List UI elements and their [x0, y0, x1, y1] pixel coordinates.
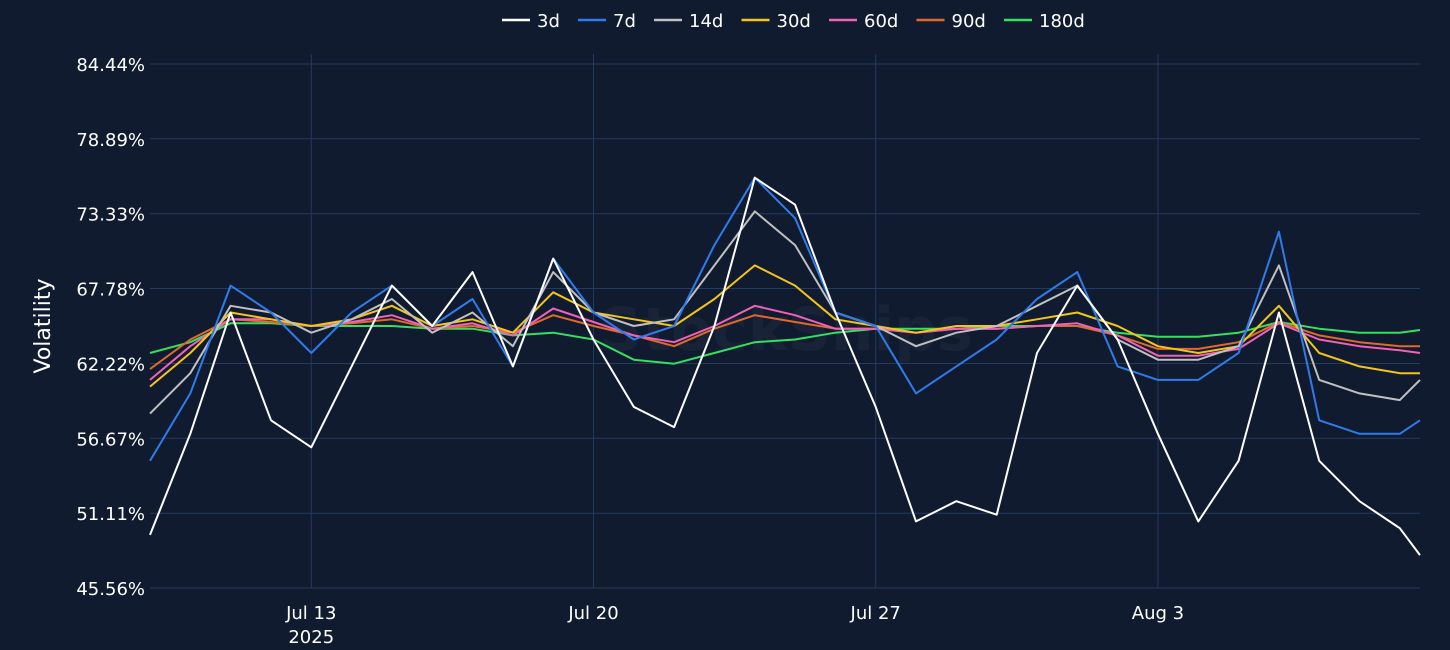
legend-label: 180d: [1039, 11, 1085, 32]
legend-label: 3d: [537, 11, 560, 32]
legend-label: 90d: [952, 11, 986, 32]
watermark: StockSnips: [599, 295, 973, 365]
legend-label: 14d: [689, 11, 723, 32]
grid: [150, 54, 1420, 589]
legend-item-7d[interactable]: 7d: [578, 11, 636, 32]
legend-label: 30d: [777, 11, 811, 32]
series-line-3d: [149, 176, 1421, 556]
y-tick-label: 62.22%: [76, 354, 145, 375]
y-tick-label: 67.78%: [76, 280, 145, 301]
legend-item-3d[interactable]: 3d: [502, 11, 560, 32]
series-line-7d: [149, 176, 1421, 462]
legend-item-90d[interactable]: 90d: [916, 11, 986, 32]
legend-item-60d[interactable]: 60d: [829, 11, 898, 32]
y-tick-label: 84.44%: [76, 55, 145, 76]
series-line-90d: [149, 314, 1420, 370]
legend-label: 60d: [864, 11, 898, 32]
x-tick-sublabel: 2025: [288, 627, 334, 648]
series-layer: [149, 176, 1421, 556]
series-line-30d: [149, 264, 1420, 388]
series-line-180d: [149, 321, 1421, 365]
y-tick-label: 56.67%: [76, 429, 145, 450]
legend[interactable]: 3d 7d 14d 30d 60d 90d 180d: [502, 11, 1085, 32]
y-tick-label: 78.89%: [76, 130, 145, 151]
x-tick-label: Aug 3: [1132, 603, 1184, 624]
y-axis: 45.56% 51.11% 56.67% 62.22% 67.78% 73.33% 78.8…: [76, 55, 145, 600]
y-tick-label: 73.33%: [76, 205, 145, 226]
y-tick-label: 45.56%: [76, 579, 145, 600]
x-axis: Jul 13 2025 Jul 20 Jul 27 Aug 3: [285, 603, 1184, 648]
legend-item-14d[interactable]: 14d: [654, 11, 723, 32]
legend-item-30d[interactable]: 30d: [741, 11, 811, 32]
y-axis-title: Volatility: [31, 278, 56, 373]
legend-label: 7d: [613, 11, 636, 32]
x-tick-label: Jul 27: [850, 603, 901, 624]
legend-item-180d[interactable]: 180d: [1004, 11, 1085, 32]
x-tick-label: Jul 13: [285, 603, 336, 624]
x-tick-label: Jul 20: [567, 603, 618, 624]
series-line-14d: [149, 210, 1421, 415]
y-tick-label: 51.11%: [76, 504, 145, 525]
